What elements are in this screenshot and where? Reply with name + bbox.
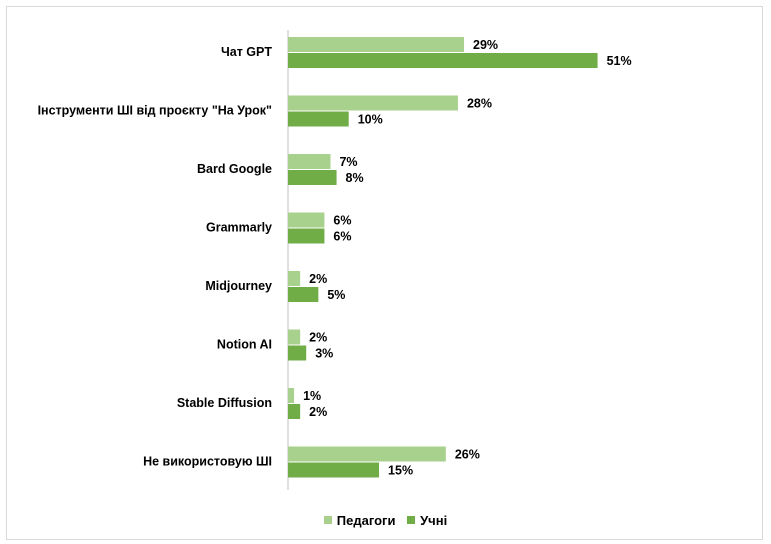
legend-label-teachers: Педагоги	[336, 512, 396, 528]
data-label: 2%	[309, 272, 327, 286]
bar-students	[288, 462, 380, 478]
data-label: 6%	[333, 230, 351, 244]
data-label: 5%	[327, 288, 345, 302]
data-label: 26%	[455, 448, 480, 462]
bar-students	[288, 111, 349, 127]
bar-teachers	[288, 154, 331, 169]
legend-swatch-students	[407, 516, 416, 524]
bar-students	[288, 53, 598, 68]
category-label: Чат GPT	[221, 45, 272, 59]
bar-students	[288, 228, 325, 244]
bar-teachers	[288, 388, 295, 403]
data-label: 3%	[315, 347, 333, 361]
bar-students	[288, 170, 337, 185]
data-labels: 29%51%28%10%7%8%6%6%2%5%2%3%1%2%26%15%	[303, 38, 632, 478]
legend-item-teachers: Педагоги	[323, 512, 396, 528]
bar-students	[288, 287, 319, 302]
bar-teachers	[288, 212, 325, 228]
data-label: 28%	[467, 97, 492, 111]
legend-swatch-teachers	[323, 516, 332, 524]
category-label: Midjourney	[205, 279, 272, 293]
data-label: 15%	[388, 464, 413, 478]
legend: Педагоги Учні	[0, 512, 771, 528]
data-label: 10%	[358, 113, 383, 127]
data-label: 2%	[309, 331, 327, 345]
bar-students	[288, 404, 301, 419]
data-label: 51%	[607, 54, 632, 68]
bar-students	[288, 345, 307, 361]
data-label: 7%	[339, 155, 357, 169]
data-label: 6%	[333, 214, 351, 228]
category-label: Notion AI	[217, 338, 272, 352]
data-label: 2%	[309, 405, 327, 419]
category-label: Stable Diffusion	[177, 396, 272, 410]
bar-teachers	[288, 95, 458, 111]
data-label: 29%	[473, 38, 498, 52]
bars	[288, 37, 598, 478]
bar-teachers	[288, 271, 301, 286]
category-label: Не використовую ШІ	[143, 455, 272, 469]
bar-teachers	[288, 446, 446, 462]
bar-teachers	[288, 329, 301, 345]
data-label: 8%	[346, 171, 364, 185]
category-label: Bard Google	[197, 162, 272, 176]
data-label: 1%	[303, 389, 321, 403]
category-label: Інструменти ШІ від проєкту "На Урок"	[38, 104, 272, 118]
legend-item-students: Учні	[407, 513, 447, 528]
legend-label-students: Учні	[420, 512, 448, 528]
category-label: Grammarly	[206, 221, 272, 235]
category-labels: Чат GPT Інструменти ШІ від проєкту "На Ур…	[38, 45, 273, 469]
bar-teachers	[288, 37, 465, 52]
